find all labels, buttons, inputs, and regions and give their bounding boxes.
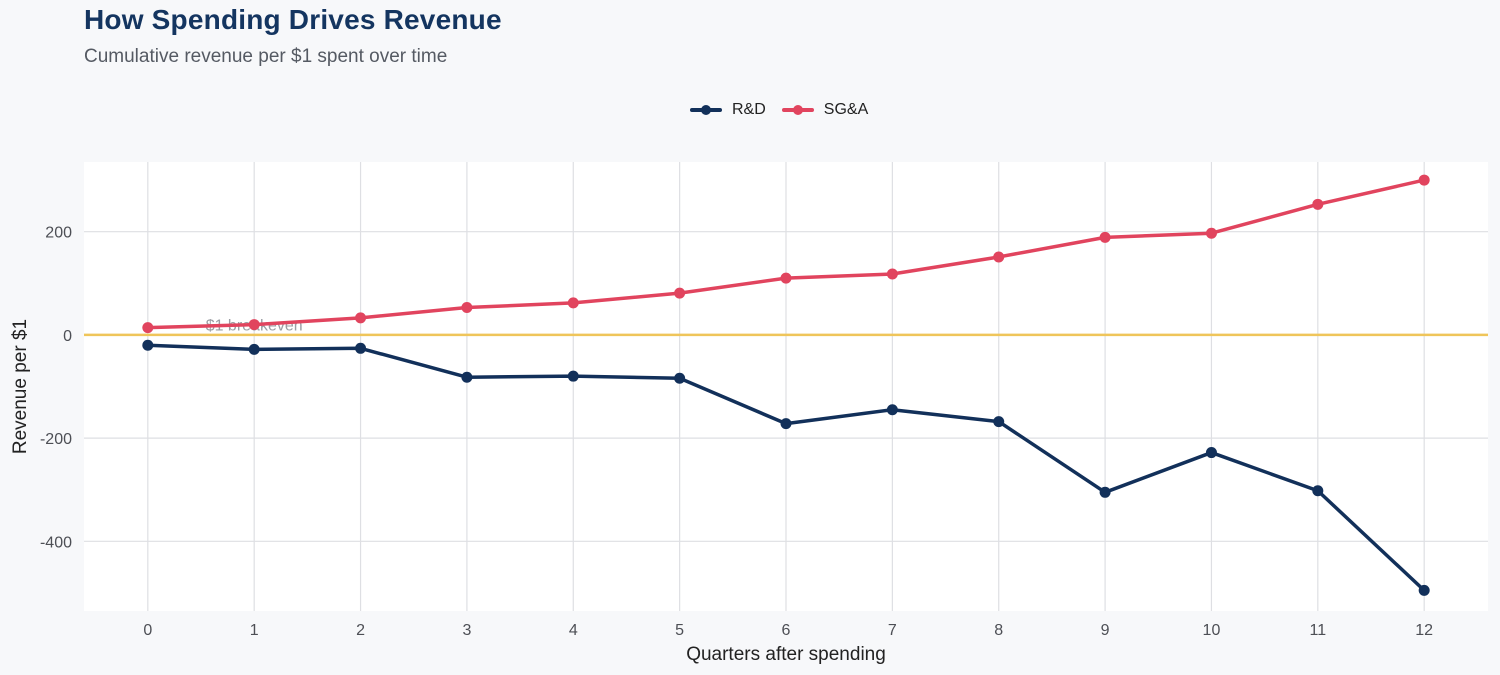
x-tick-label: 0 [143,622,152,639]
x-tick-label: 6 [782,622,791,639]
legend-label-rd: R&D [732,101,766,118]
legend-item-rd: R&D [690,101,766,119]
y-tick-label: -200 [40,431,72,448]
data-point [886,268,898,280]
y-tick-label: 0 [63,328,72,345]
x-tick-label: 7 [888,622,897,639]
data-point [461,371,473,383]
x-axis-label: Quarters after spending [686,644,886,665]
x-tick-label: 3 [462,622,471,639]
x-tick-label: 5 [675,622,684,639]
legend-item-sga: SG&A [781,101,869,119]
data-point [248,343,260,355]
data-point [674,287,686,299]
series-sga [142,174,1430,334]
data-point [993,416,1005,428]
data-point [567,297,579,309]
x-tick-label: 4 [569,622,578,639]
data-point [674,372,686,384]
data-point [1099,486,1111,498]
data-point [886,404,898,416]
grid-lines [84,162,1488,611]
series-layer [142,174,1430,596]
data-point [1205,447,1217,459]
chart-title: How Spending Drives Revenue [84,4,502,35]
data-point [1312,198,1324,210]
y-tick-label: 200 [45,225,72,242]
data-point [780,272,792,284]
data-point [355,342,367,354]
x-tick-label: 9 [1101,622,1110,639]
data-point [993,251,1005,263]
data-point [248,319,260,331]
data-point [1312,485,1324,497]
x-tick-label: 11 [1310,622,1327,639]
data-point [780,418,792,430]
data-point [142,339,154,351]
legend-key-sga [781,105,814,115]
data-point [567,370,579,382]
x-tick-label: 12 [1415,622,1433,639]
legend-key-rd [690,105,722,115]
chart-subtitle: Cumulative revenue per $1 spent over tim… [84,46,448,67]
legend: R&D SG&A [690,98,884,122]
x-tick-label: 1 [250,622,259,639]
x-tick-label: 8 [994,622,1003,639]
data-point [1418,584,1430,596]
series-rd [142,339,1430,596]
data-point [1099,231,1111,243]
x-tick-label: 2 [356,622,365,639]
y-axis-label: Revenue per $1 [10,319,31,454]
data-point [1418,174,1430,186]
legend-label-sga: SG&A [823,101,869,118]
data-point [142,322,154,334]
data-point [1205,227,1217,239]
x-tick-label: 10 [1203,622,1221,639]
data-point [461,302,473,314]
data-point [355,312,367,324]
y-tick-label: -400 [40,534,72,551]
